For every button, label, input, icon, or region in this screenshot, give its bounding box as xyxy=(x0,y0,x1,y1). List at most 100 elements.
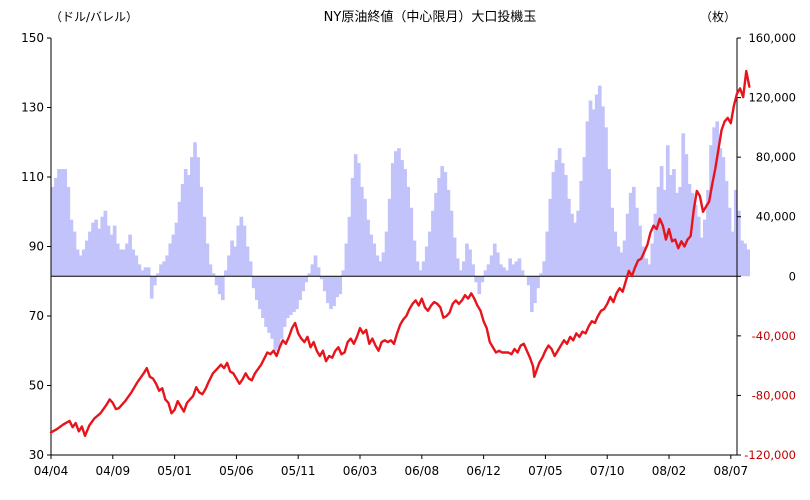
position-bar xyxy=(465,243,469,277)
position-bar xyxy=(165,255,170,277)
position-bar xyxy=(693,204,698,277)
position-bar xyxy=(440,166,445,277)
position-bar xyxy=(607,169,611,277)
left-tick-label: 90 xyxy=(29,240,44,254)
position-bar xyxy=(301,276,305,292)
position-bar xyxy=(109,234,114,277)
axes xyxy=(47,37,741,459)
position-bar xyxy=(514,261,519,277)
position-bar xyxy=(740,240,744,277)
chart-title: NY原油終値（中心限月）大口投機玉 xyxy=(324,9,537,25)
position-bar xyxy=(227,255,231,277)
position-bars xyxy=(51,85,750,351)
position-bar xyxy=(242,225,247,277)
position-bar xyxy=(57,169,61,277)
position-bar xyxy=(372,243,377,277)
position-bar xyxy=(486,264,491,277)
position-bar xyxy=(180,183,185,277)
position-bar xyxy=(415,261,420,277)
position-bar xyxy=(650,243,655,277)
position-bar xyxy=(628,192,633,277)
position-bar xyxy=(279,276,284,339)
position-bar xyxy=(356,163,361,277)
position-bar xyxy=(508,258,513,277)
position-bar xyxy=(69,219,74,277)
position-bar xyxy=(477,276,482,295)
position-bar xyxy=(258,276,262,310)
position-bar xyxy=(576,210,581,277)
position-bar xyxy=(264,276,268,327)
position-bar xyxy=(529,276,534,313)
position-bar xyxy=(699,237,704,277)
position-bar xyxy=(51,186,55,277)
position-bar xyxy=(560,163,565,277)
tick-labels: 30 50 70 90 110 130 150 -120,000 -80,000 -40,000 0… xyxy=(21,31,796,478)
position-bar xyxy=(455,258,460,277)
position-bar xyxy=(360,186,364,277)
position-bar xyxy=(369,234,373,277)
right-tick-label: 160,000 xyxy=(748,31,796,45)
position-bar xyxy=(452,237,457,277)
position-bar xyxy=(730,231,735,277)
position-bar xyxy=(131,249,136,277)
position-bar xyxy=(304,276,309,283)
position-bar xyxy=(224,270,228,277)
position-bar xyxy=(156,273,160,277)
position-bar xyxy=(112,225,117,277)
position-bar xyxy=(313,255,318,277)
position-bar xyxy=(335,276,339,298)
price-line-path xyxy=(49,69,751,438)
position-bar xyxy=(118,249,123,277)
x-tick-label: 07/05 xyxy=(528,464,563,478)
position-bar xyxy=(656,186,661,277)
x-tick-label: 08/02 xyxy=(652,464,687,478)
position-bar xyxy=(94,219,98,277)
position-bar xyxy=(616,246,621,277)
position-bar xyxy=(233,246,238,277)
position-bar xyxy=(647,264,652,277)
position-bar xyxy=(696,216,701,277)
position-bar xyxy=(672,169,676,277)
position-bar xyxy=(60,169,64,277)
position-bar xyxy=(63,169,68,277)
position-bar xyxy=(690,192,695,277)
position-bar xyxy=(270,276,275,339)
position-bar xyxy=(72,231,77,277)
position-bar xyxy=(273,276,278,351)
position-bar xyxy=(177,201,182,277)
position-bar xyxy=(431,210,435,277)
position-bar xyxy=(230,240,234,277)
position-bar xyxy=(573,222,577,277)
position-bar xyxy=(706,189,710,277)
position-bar xyxy=(520,270,525,277)
position-bar xyxy=(381,252,386,277)
position-bar xyxy=(511,264,516,277)
position-bar xyxy=(548,198,553,277)
position-bar xyxy=(292,276,296,313)
position-bar xyxy=(384,231,389,277)
position-bar xyxy=(604,127,608,277)
position-bar xyxy=(363,198,367,277)
position-bar xyxy=(134,255,139,277)
position-bar xyxy=(638,225,642,277)
position-bar xyxy=(236,225,241,277)
position-bar xyxy=(585,121,590,277)
x-tick-label: 04/09 xyxy=(96,464,131,478)
position-bar xyxy=(183,169,188,277)
position-bar xyxy=(125,243,129,277)
right-tick-label: 120,000 xyxy=(748,91,796,105)
position-bar xyxy=(81,249,86,277)
position-bar xyxy=(366,219,370,277)
left-axis-unit: （ドル/バレル） xyxy=(50,10,138,24)
position-bar xyxy=(733,189,738,277)
position-bar xyxy=(601,106,605,277)
position-bar xyxy=(554,160,559,277)
position-bar xyxy=(471,264,475,277)
position-bar xyxy=(474,276,479,283)
position-bar xyxy=(190,157,194,277)
position-bar xyxy=(353,154,358,277)
position-bar xyxy=(174,222,179,277)
position-bar xyxy=(288,276,293,316)
position-bar xyxy=(217,276,222,295)
position-bar xyxy=(709,145,713,277)
